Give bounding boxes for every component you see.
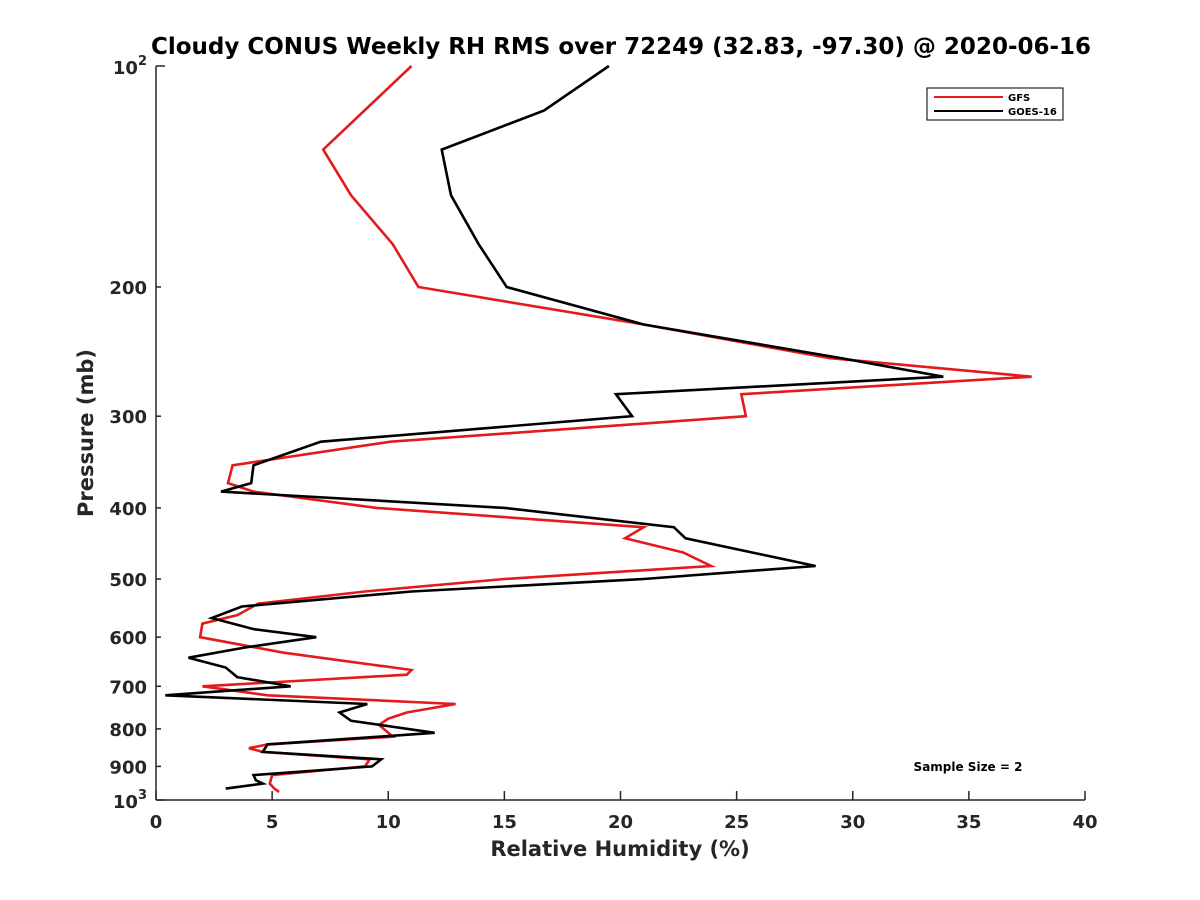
y-tick-label: 400 (109, 499, 147, 520)
x-tick-label: 10 (376, 812, 401, 833)
y-axis-ticks: 200 300 400 500 600 700 800 900 (109, 65, 165, 801)
y-tick-label-top: 102 (113, 54, 147, 79)
x-tick-label: 0 (150, 812, 163, 833)
legend-label-goes16: GOES-16 (1008, 107, 1057, 118)
x-tick-label: 25 (724, 812, 749, 833)
y-tick-top-exponent: 2 (138, 54, 147, 69)
x-axis-label: Relative Humidity (%) (490, 837, 749, 861)
y-tick-label: 500 (109, 570, 147, 591)
plot-area: 0 5 10 15 20 25 30 35 40 200 300 400 500 600 700 800 90… (109, 64, 1098, 833)
y-tick-label: 800 (109, 720, 147, 741)
x-axis-ticks: 0 5 10 15 20 25 30 35 40 (150, 791, 1098, 833)
x-tick-label: 20 (608, 812, 633, 833)
series-line-gfs (198, 65, 1032, 793)
y-axis-label: Pressure (mb) (74, 349, 98, 517)
y-tick-label: 200 (109, 278, 147, 299)
legend: GFS GOES-16 (926, 87, 1064, 121)
sample-size-annotation: Sample Size = 2 (914, 760, 1023, 774)
x-tick-label: 35 (956, 812, 981, 833)
y-tick-label: 900 (109, 757, 147, 778)
y-tick-label: 300 (109, 407, 147, 428)
y-tick-label: 600 (109, 628, 147, 649)
x-tick-label: 15 (492, 812, 517, 833)
series-lines (165, 64, 1032, 793)
y-tick-bottom-base: 10 (113, 792, 138, 813)
y-tick-label: 700 (109, 677, 147, 698)
x-tick-label: 5 (266, 812, 279, 833)
y-tick-bottom-exponent: 3 (138, 788, 147, 803)
y-tick-top-base: 10 (113, 58, 138, 79)
x-tick-label: 30 (840, 812, 865, 833)
legend-label-gfs: GFS (1008, 93, 1030, 104)
chart-title: Cloudy CONUS Weekly RH RMS over 72249 (3… (151, 34, 1091, 60)
x-tick-label: 40 (1072, 812, 1097, 833)
y-tick-label-bottom: 103 (113, 788, 147, 813)
series-line-goes16 (165, 64, 944, 790)
legend-box (926, 87, 1064, 121)
